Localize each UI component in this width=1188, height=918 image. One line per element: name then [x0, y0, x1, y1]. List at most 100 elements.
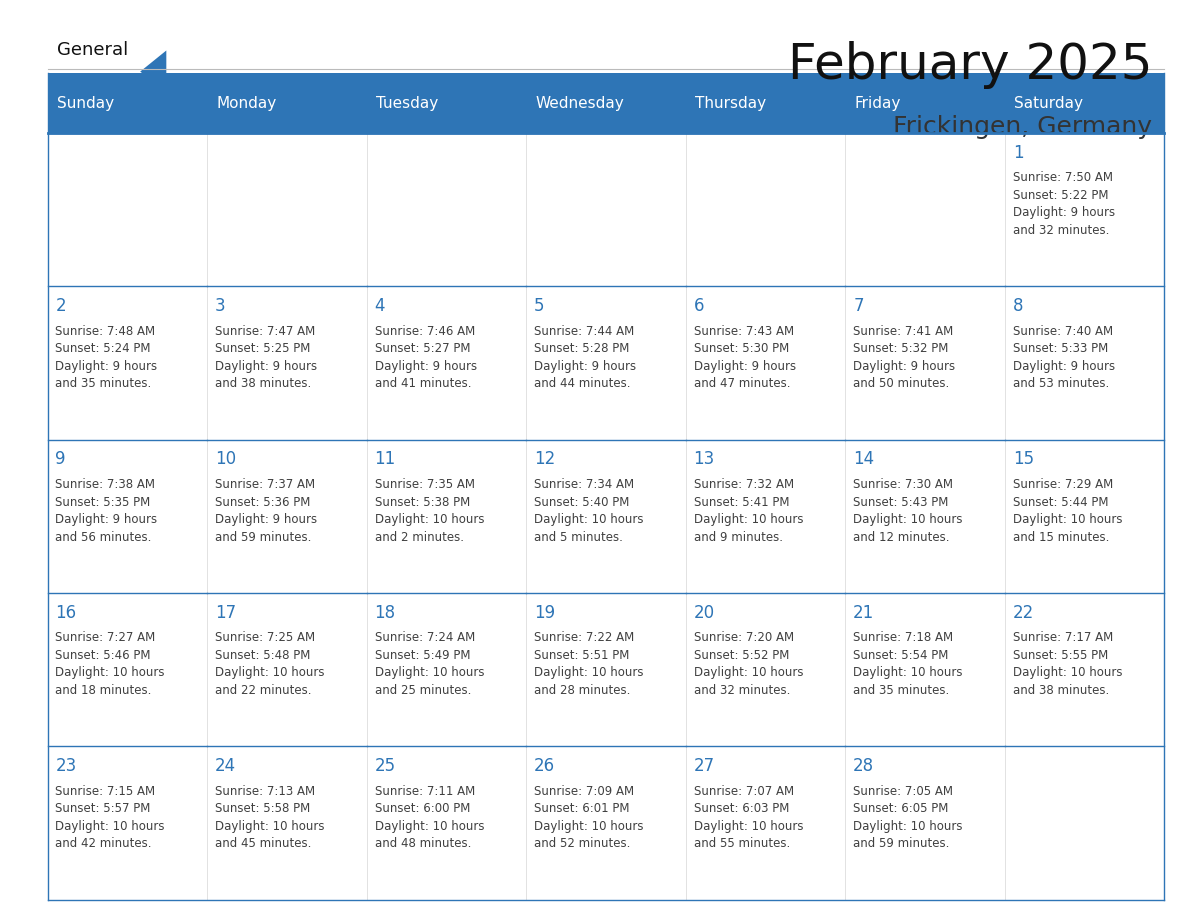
- FancyBboxPatch shape: [207, 440, 367, 593]
- Text: 17: 17: [215, 604, 236, 621]
- FancyBboxPatch shape: [526, 133, 685, 286]
- FancyBboxPatch shape: [685, 440, 845, 593]
- Text: Sunrise: 7:35 AM
Sunset: 5:38 PM
Daylight: 10 hours
and 2 minutes.: Sunrise: 7:35 AM Sunset: 5:38 PM Dayligh…: [374, 478, 484, 543]
- Text: 27: 27: [694, 757, 715, 775]
- FancyBboxPatch shape: [526, 440, 685, 593]
- Text: Sunrise: 7:17 AM
Sunset: 5:55 PM
Daylight: 10 hours
and 38 minutes.: Sunrise: 7:17 AM Sunset: 5:55 PM Dayligh…: [1012, 632, 1123, 697]
- FancyBboxPatch shape: [1005, 133, 1164, 286]
- Text: Sunrise: 7:43 AM
Sunset: 5:30 PM
Daylight: 9 hours
and 47 minutes.: Sunrise: 7:43 AM Sunset: 5:30 PM Dayligh…: [694, 325, 796, 390]
- Text: 5: 5: [535, 297, 544, 315]
- Text: Sunrise: 7:46 AM
Sunset: 5:27 PM
Daylight: 9 hours
and 41 minutes.: Sunrise: 7:46 AM Sunset: 5:27 PM Dayligh…: [374, 325, 476, 390]
- Text: 15: 15: [1012, 451, 1034, 468]
- FancyBboxPatch shape: [207, 73, 367, 133]
- Text: Frickingen, Germany: Frickingen, Germany: [893, 115, 1152, 139]
- Text: Sunrise: 7:50 AM
Sunset: 5:22 PM
Daylight: 9 hours
and 32 minutes.: Sunrise: 7:50 AM Sunset: 5:22 PM Dayligh…: [1012, 172, 1114, 237]
- Text: 3: 3: [215, 297, 226, 315]
- Text: Sunrise: 7:38 AM
Sunset: 5:35 PM
Daylight: 9 hours
and 56 minutes.: Sunrise: 7:38 AM Sunset: 5:35 PM Dayligh…: [56, 478, 158, 543]
- FancyBboxPatch shape: [207, 133, 367, 286]
- FancyBboxPatch shape: [845, 593, 1005, 746]
- FancyBboxPatch shape: [526, 746, 685, 900]
- Polygon shape: [140, 50, 166, 92]
- Text: Sunrise: 7:37 AM
Sunset: 5:36 PM
Daylight: 9 hours
and 59 minutes.: Sunrise: 7:37 AM Sunset: 5:36 PM Dayligh…: [215, 478, 317, 543]
- Text: Thursday: Thursday: [695, 95, 766, 111]
- FancyBboxPatch shape: [367, 73, 526, 133]
- FancyBboxPatch shape: [1005, 440, 1164, 593]
- Text: 2: 2: [56, 297, 67, 315]
- FancyBboxPatch shape: [685, 286, 845, 440]
- Text: 6: 6: [694, 297, 704, 315]
- Text: 12: 12: [535, 451, 555, 468]
- FancyBboxPatch shape: [367, 440, 526, 593]
- Text: Sunrise: 7:34 AM
Sunset: 5:40 PM
Daylight: 10 hours
and 5 minutes.: Sunrise: 7:34 AM Sunset: 5:40 PM Dayligh…: [535, 478, 644, 543]
- Text: Sunrise: 7:27 AM
Sunset: 5:46 PM
Daylight: 10 hours
and 18 minutes.: Sunrise: 7:27 AM Sunset: 5:46 PM Dayligh…: [56, 632, 165, 697]
- Text: Sunrise: 7:48 AM
Sunset: 5:24 PM
Daylight: 9 hours
and 35 minutes.: Sunrise: 7:48 AM Sunset: 5:24 PM Dayligh…: [56, 325, 158, 390]
- Text: 28: 28: [853, 757, 874, 775]
- Text: 4: 4: [374, 297, 385, 315]
- Text: Sunrise: 7:13 AM
Sunset: 5:58 PM
Daylight: 10 hours
and 45 minutes.: Sunrise: 7:13 AM Sunset: 5:58 PM Dayligh…: [215, 785, 324, 850]
- FancyBboxPatch shape: [845, 73, 1005, 133]
- Text: 23: 23: [56, 757, 77, 775]
- Text: Wednesday: Wednesday: [536, 95, 625, 111]
- Text: Sunrise: 7:09 AM
Sunset: 6:01 PM
Daylight: 10 hours
and 52 minutes.: Sunrise: 7:09 AM Sunset: 6:01 PM Dayligh…: [535, 785, 644, 850]
- FancyBboxPatch shape: [48, 133, 207, 286]
- FancyBboxPatch shape: [526, 286, 685, 440]
- Text: Sunrise: 7:11 AM
Sunset: 6:00 PM
Daylight: 10 hours
and 48 minutes.: Sunrise: 7:11 AM Sunset: 6:00 PM Dayligh…: [374, 785, 484, 850]
- Text: Sunrise: 7:18 AM
Sunset: 5:54 PM
Daylight: 10 hours
and 35 minutes.: Sunrise: 7:18 AM Sunset: 5:54 PM Dayligh…: [853, 632, 962, 697]
- Text: Sunrise: 7:32 AM
Sunset: 5:41 PM
Daylight: 10 hours
and 9 minutes.: Sunrise: 7:32 AM Sunset: 5:41 PM Dayligh…: [694, 478, 803, 543]
- Text: Sunrise: 7:30 AM
Sunset: 5:43 PM
Daylight: 10 hours
and 12 minutes.: Sunrise: 7:30 AM Sunset: 5:43 PM Dayligh…: [853, 478, 962, 543]
- Text: 14: 14: [853, 451, 874, 468]
- Text: Sunrise: 7:22 AM
Sunset: 5:51 PM
Daylight: 10 hours
and 28 minutes.: Sunrise: 7:22 AM Sunset: 5:51 PM Dayligh…: [535, 632, 644, 697]
- Text: 8: 8: [1012, 297, 1023, 315]
- FancyBboxPatch shape: [367, 593, 526, 746]
- Text: 22: 22: [1012, 604, 1034, 621]
- FancyBboxPatch shape: [1005, 73, 1164, 133]
- Text: 16: 16: [56, 604, 76, 621]
- Text: Sunrise: 7:47 AM
Sunset: 5:25 PM
Daylight: 9 hours
and 38 minutes.: Sunrise: 7:47 AM Sunset: 5:25 PM Dayligh…: [215, 325, 317, 390]
- Text: 26: 26: [535, 757, 555, 775]
- FancyBboxPatch shape: [845, 286, 1005, 440]
- Text: Sunrise: 7:20 AM
Sunset: 5:52 PM
Daylight: 10 hours
and 32 minutes.: Sunrise: 7:20 AM Sunset: 5:52 PM Dayligh…: [694, 632, 803, 697]
- Text: 9: 9: [56, 451, 67, 468]
- FancyBboxPatch shape: [367, 746, 526, 900]
- Text: 20: 20: [694, 604, 715, 621]
- Text: General: General: [57, 41, 128, 60]
- Text: 21: 21: [853, 604, 874, 621]
- Text: Monday: Monday: [216, 95, 277, 111]
- Text: Sunrise: 7:44 AM
Sunset: 5:28 PM
Daylight: 9 hours
and 44 minutes.: Sunrise: 7:44 AM Sunset: 5:28 PM Dayligh…: [535, 325, 637, 390]
- Text: Saturday: Saturday: [1015, 95, 1083, 111]
- FancyBboxPatch shape: [845, 440, 1005, 593]
- Text: Sunrise: 7:40 AM
Sunset: 5:33 PM
Daylight: 9 hours
and 53 minutes.: Sunrise: 7:40 AM Sunset: 5:33 PM Dayligh…: [1012, 325, 1114, 390]
- FancyBboxPatch shape: [207, 746, 367, 900]
- FancyBboxPatch shape: [685, 133, 845, 286]
- Text: 25: 25: [374, 757, 396, 775]
- FancyBboxPatch shape: [48, 73, 207, 133]
- FancyBboxPatch shape: [526, 593, 685, 746]
- Text: 7: 7: [853, 297, 864, 315]
- Text: 11: 11: [374, 451, 396, 468]
- Text: February 2025: February 2025: [788, 41, 1152, 89]
- FancyBboxPatch shape: [207, 593, 367, 746]
- Text: Friday: Friday: [854, 95, 902, 111]
- FancyBboxPatch shape: [48, 746, 207, 900]
- FancyBboxPatch shape: [685, 746, 845, 900]
- Text: Sunrise: 7:24 AM
Sunset: 5:49 PM
Daylight: 10 hours
and 25 minutes.: Sunrise: 7:24 AM Sunset: 5:49 PM Dayligh…: [374, 632, 484, 697]
- FancyBboxPatch shape: [367, 286, 526, 440]
- FancyBboxPatch shape: [845, 133, 1005, 286]
- Text: Blue: Blue: [81, 87, 126, 106]
- Text: Sunrise: 7:41 AM
Sunset: 5:32 PM
Daylight: 9 hours
and 50 minutes.: Sunrise: 7:41 AM Sunset: 5:32 PM Dayligh…: [853, 325, 955, 390]
- FancyBboxPatch shape: [48, 593, 207, 746]
- Text: 19: 19: [535, 604, 555, 621]
- FancyBboxPatch shape: [1005, 286, 1164, 440]
- FancyBboxPatch shape: [1005, 593, 1164, 746]
- FancyBboxPatch shape: [48, 286, 207, 440]
- FancyBboxPatch shape: [48, 440, 207, 593]
- Text: 13: 13: [694, 451, 715, 468]
- Text: Sunrise: 7:29 AM
Sunset: 5:44 PM
Daylight: 10 hours
and 15 minutes.: Sunrise: 7:29 AM Sunset: 5:44 PM Dayligh…: [1012, 478, 1123, 543]
- Text: Sunrise: 7:25 AM
Sunset: 5:48 PM
Daylight: 10 hours
and 22 minutes.: Sunrise: 7:25 AM Sunset: 5:48 PM Dayligh…: [215, 632, 324, 697]
- Text: Sunrise: 7:15 AM
Sunset: 5:57 PM
Daylight: 10 hours
and 42 minutes.: Sunrise: 7:15 AM Sunset: 5:57 PM Dayligh…: [56, 785, 165, 850]
- Text: 18: 18: [374, 604, 396, 621]
- FancyBboxPatch shape: [685, 73, 845, 133]
- Text: Sunrise: 7:05 AM
Sunset: 6:05 PM
Daylight: 10 hours
and 59 minutes.: Sunrise: 7:05 AM Sunset: 6:05 PM Dayligh…: [853, 785, 962, 850]
- Text: Sunday: Sunday: [57, 95, 114, 111]
- Text: Sunrise: 7:07 AM
Sunset: 6:03 PM
Daylight: 10 hours
and 55 minutes.: Sunrise: 7:07 AM Sunset: 6:03 PM Dayligh…: [694, 785, 803, 850]
